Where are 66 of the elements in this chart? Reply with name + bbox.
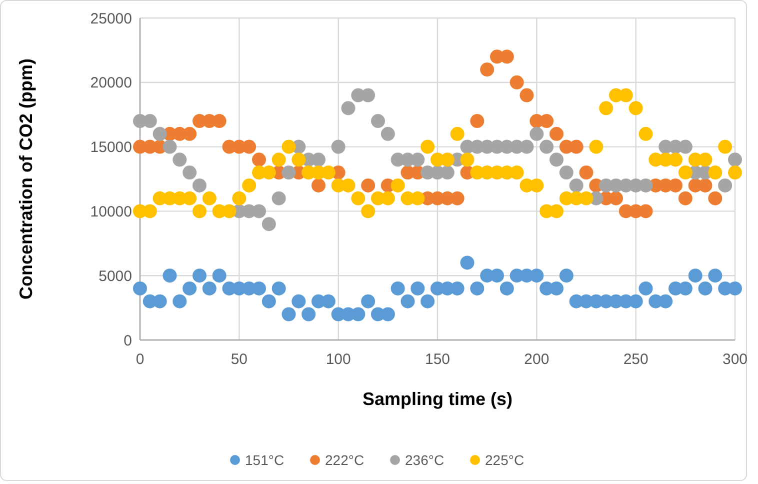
y-tick-label: 0	[124, 332, 132, 350]
point	[242, 140, 256, 154]
point	[162, 140, 177, 154]
point	[182, 126, 197, 141]
point	[569, 140, 584, 154]
point	[550, 152, 564, 167]
point	[480, 62, 494, 77]
legend-label: 225°C	[485, 452, 524, 468]
point	[500, 50, 514, 64]
point	[530, 126, 544, 141]
point	[312, 152, 326, 167]
point	[520, 88, 534, 102]
point	[470, 114, 484, 128]
point	[152, 126, 167, 141]
point	[678, 191, 692, 206]
point	[182, 166, 197, 180]
x-tick-label: 300	[722, 351, 748, 368]
legend-label: 151°C	[245, 452, 284, 468]
point	[380, 126, 395, 141]
x-tick-label: 150	[424, 351, 450, 368]
point	[341, 101, 356, 116]
point	[252, 204, 266, 218]
point	[559, 166, 574, 180]
point	[262, 217, 276, 232]
point	[638, 178, 653, 192]
point	[638, 204, 653, 218]
point	[252, 152, 266, 167]
y-tick-label: 10000	[90, 203, 132, 220]
x-tick-label: 50	[230, 351, 248, 368]
point	[361, 178, 376, 192]
point	[728, 152, 742, 167]
x-tick-label: 100	[326, 351, 351, 368]
point	[510, 75, 524, 90]
point	[361, 88, 376, 102]
point	[212, 114, 226, 128]
x-tick-label: 0	[136, 351, 144, 368]
point	[550, 126, 564, 141]
legend-label: 236°C	[405, 452, 444, 468]
y-tick-label: 20000	[90, 74, 132, 92]
point	[450, 191, 464, 206]
point	[708, 191, 722, 206]
point	[609, 191, 623, 206]
point	[410, 152, 425, 167]
point	[698, 178, 712, 192]
point	[312, 178, 326, 192]
point	[668, 178, 682, 192]
y-tick-label: 5000	[98, 268, 132, 285]
y-axis-title: Concentration of CO2 (ppm)	[16, 58, 36, 300]
x-tick-label: 250	[623, 351, 648, 368]
point	[569, 178, 584, 192]
point	[371, 114, 385, 128]
x-tick-label: 200	[524, 351, 550, 368]
point	[282, 166, 296, 180]
point	[272, 191, 286, 206]
point	[540, 140, 554, 154]
y-tick-label: 25000	[90, 10, 132, 28]
point	[172, 152, 187, 167]
point	[331, 140, 346, 154]
legend-label: 222°C	[325, 452, 364, 468]
point	[718, 178, 732, 192]
point	[540, 114, 554, 128]
y-tick-label: 15000	[90, 139, 132, 156]
x-axis-title: Sampling time (s)	[362, 389, 513, 409]
point	[192, 178, 206, 192]
point	[520, 140, 534, 154]
point	[579, 166, 594, 180]
